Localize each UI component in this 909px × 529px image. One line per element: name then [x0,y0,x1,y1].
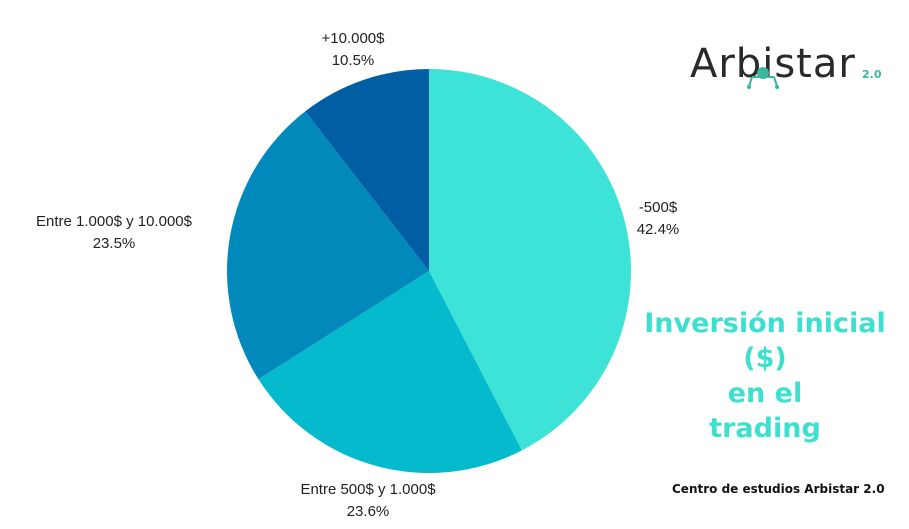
slice-percent-label: 23.5% [93,235,136,252]
chart-title-line-1: Inversión inicial ($) [644,308,886,374]
slice-label: -500$ [639,199,678,216]
slice-percent-label: 23.6% [347,503,390,520]
drone-icon [747,67,779,89]
slice-percent-label: 42.4% [637,221,680,238]
chart-title: Inversión inicial ($) en el trading [620,306,909,446]
pie-slice [305,69,429,271]
pie-slice [429,69,631,451]
pie-slice [227,111,429,380]
chart-title-line-3: trading [709,413,821,444]
source-note: Centro de estudios Arbistar 2.0 [672,482,885,496]
chart-title-line-2: en el [727,378,803,409]
slice-percent-label: 10.5% [332,52,375,69]
slice-label: +10.000$ [322,30,386,47]
logo-text: Arbistar [690,41,856,87]
brand-logo: Arbistar 2.0 [690,40,890,90]
slice-label: Entre 500$ y 1.000$ [300,481,436,498]
logo-version: 2.0 [862,68,882,81]
pie-slice [258,271,522,473]
slice-label: Entre 1.000$ y 10.000$ [36,213,193,230]
